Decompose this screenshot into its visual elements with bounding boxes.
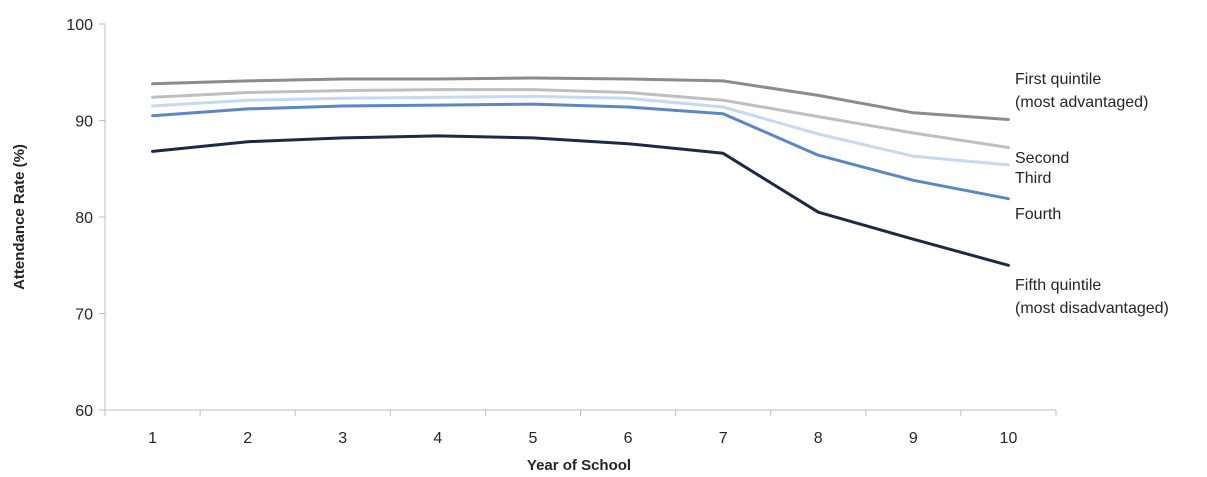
y-tick-label: 60: [75, 403, 93, 420]
series-label-line: Second: [1015, 150, 1069, 167]
series-label-2: Second: [1015, 150, 1069, 167]
x-axis-title: Year of School: [527, 457, 631, 474]
series-label-line: (most disadvantaged): [1015, 300, 1169, 317]
y-tick-label: 70: [75, 307, 93, 324]
series-label-line: (most advantaged): [1015, 94, 1148, 111]
x-tick-label: 2: [243, 430, 252, 447]
series-lines: [151, 76, 1010, 267]
series-label-line: First quintile: [1015, 71, 1101, 88]
series-label-line: Third: [1015, 170, 1051, 187]
series-line-5: [151, 134, 1010, 267]
x-tick-label: 10: [1000, 430, 1018, 447]
series-label-3: Third: [1015, 170, 1051, 187]
series-line-3: [151, 94, 1010, 167]
y-tick-label: 80: [75, 210, 93, 227]
series-label-5: Fifth quintile (most disadvantaged): [1015, 277, 1169, 317]
y-tick-label: 90: [75, 114, 93, 131]
series-label-4: Fourth: [1015, 206, 1061, 223]
series-label-line: Fifth quintile: [1015, 277, 1101, 294]
x-tick-label: 6: [624, 430, 633, 447]
x-tick-label: 7: [719, 430, 728, 447]
series-label-line: Fourth: [1015, 206, 1061, 223]
y-tick-label: 100: [66, 17, 93, 34]
series-label-1: First quintile (most advantaged): [1015, 71, 1148, 111]
y-axis-title: Attendance Rate (%): [11, 144, 28, 290]
series-line-2: [151, 88, 1010, 149]
x-tick-label: 5: [528, 430, 537, 447]
x-tick-label: 3: [338, 430, 347, 447]
series-line-1: [151, 76, 1010, 121]
series-labels: First quintile (most advantaged) Second Thi…: [1015, 71, 1169, 317]
x-tick-label: 9: [909, 430, 918, 447]
axes: 60 70 80 90 100 1 2 3 4 5 6 7 8 9 10: [66, 17, 1057, 447]
x-tick-label: 4: [433, 430, 442, 447]
series-line-4: [151, 102, 1010, 201]
x-tick-label: 1: [148, 430, 157, 447]
x-tick-label: 8: [814, 430, 823, 447]
